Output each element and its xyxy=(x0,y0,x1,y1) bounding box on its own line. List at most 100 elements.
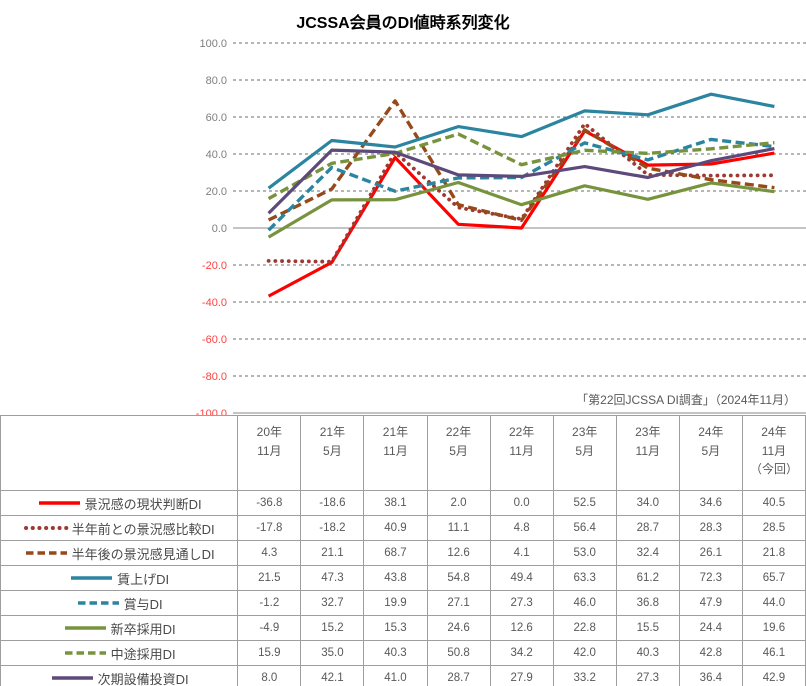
value-cell: 46.1 xyxy=(741,640,806,666)
value-cell: 22.8 xyxy=(552,615,617,641)
legend-swatch-dashed-icon xyxy=(25,551,67,555)
legend-cell: 賞与DI xyxy=(0,590,239,616)
value-cell: 15.9 xyxy=(237,640,302,666)
value-cell: 33.2 xyxy=(552,665,617,686)
value-cell: 4.3 xyxy=(237,540,302,566)
column-header: 24年 11月 （今回） xyxy=(741,415,806,491)
value-cell: 40.9 xyxy=(363,515,428,541)
series-line-7 xyxy=(267,132,775,201)
legend-label: 賞与DI xyxy=(123,596,163,612)
legend-swatch-dotted-icon xyxy=(23,526,69,530)
value-cell: 42.9 xyxy=(741,665,806,686)
value-cell: 4.8 xyxy=(489,515,554,541)
column-header: 21年 5月 xyxy=(300,415,365,491)
legend-swatch-solid-icon xyxy=(51,676,93,680)
value-cell: 65.7 xyxy=(741,565,806,591)
value-cell: 42.8 xyxy=(678,640,743,666)
value-cell: 72.3 xyxy=(678,565,743,591)
value-cell: -18.6 xyxy=(300,490,365,516)
value-cell: 40.3 xyxy=(615,640,680,666)
line-chart: 100.0 80.0 60.0 40.0 20.0 0.0 -20.0 -40.0 -60.0 -… xyxy=(196,38,806,416)
data-table: 20年 11月 21年 5月 21年 11月 22年 5月 22年 11月 23年 5月 2… xyxy=(0,415,806,686)
value-cell: 34.0 xyxy=(615,490,680,516)
value-cell: 12.6 xyxy=(489,615,554,641)
series-line-3 xyxy=(267,99,775,223)
y-tick-label: -60.0 xyxy=(202,334,227,346)
series-line-2 xyxy=(266,121,777,264)
value-cell: 43.8 xyxy=(363,565,428,591)
value-cell: 15.3 xyxy=(363,615,428,641)
value-cell: -4.9 xyxy=(237,615,302,641)
value-cell: -18.2 xyxy=(300,515,365,541)
value-cell: 47.9 xyxy=(678,590,743,616)
value-cell: 63.3 xyxy=(552,565,617,591)
value-cell: 28.5 xyxy=(741,515,806,541)
series-line-6 xyxy=(267,180,775,239)
legend-cell: 景況感の現状判断DI xyxy=(0,490,239,516)
value-cell: -17.8 xyxy=(237,515,302,541)
legend-cell: 半年前との景況感比較DI xyxy=(0,515,239,541)
value-cell: 32.7 xyxy=(300,590,365,616)
legend-swatch-solid-icon xyxy=(38,501,80,505)
value-cell: 53.0 xyxy=(552,540,617,566)
value-cell: 4.1 xyxy=(489,540,554,566)
y-tick-label: 60.0 xyxy=(206,112,227,124)
value-cell: 54.8 xyxy=(426,565,491,591)
value-cell: -36.8 xyxy=(237,490,302,516)
value-cell: 61.2 xyxy=(615,565,680,591)
value-cell: 38.1 xyxy=(363,490,428,516)
table-row: 半年後の景況感見通しDI 4.3 21.1 68.7 12.6 4.1 53.0 32.4 26… xyxy=(0,540,806,566)
value-cell: 56.4 xyxy=(552,515,617,541)
value-cell: 15.2 xyxy=(300,615,365,641)
chart-title: JCSSA会員のDI値時系列変化 xyxy=(296,15,510,32)
legend-swatch-dashed-icon xyxy=(77,601,119,605)
legend-label: 賃上げDI xyxy=(117,571,170,587)
legend-cell: 中途採用DI xyxy=(0,640,239,666)
value-cell: 52.5 xyxy=(552,490,617,516)
column-header: 24年 5月 xyxy=(678,415,743,491)
value-cell: 12.6 xyxy=(426,540,491,566)
value-cell: 27.9 xyxy=(489,665,554,686)
column-header: 23年 11月 xyxy=(615,415,680,491)
table-row: 賃上げDI 21.5 47.3 43.8 54.8 49.4 63.3 61.2 72.3 65.… xyxy=(0,565,806,591)
y-tick-label: -80.0 xyxy=(202,371,227,383)
value-cell: 46.0 xyxy=(552,590,617,616)
legend-cell: 新卒採用DI xyxy=(0,615,239,641)
value-cell: 32.4 xyxy=(615,540,680,566)
table-row: 半年前との景況感比較DI -17.8 -18.2 40.9 11.1 4.8 56.4 28.… xyxy=(0,515,806,541)
legend-label: 半年後の景況感見通しDI xyxy=(71,546,215,562)
series-line-8 xyxy=(267,147,775,215)
y-tick-label: 40.0 xyxy=(206,149,227,161)
value-cell: 36.8 xyxy=(615,590,680,616)
value-cell: 11.1 xyxy=(426,515,491,541)
value-cell: 40.3 xyxy=(363,640,428,666)
value-cell: 0.0 xyxy=(489,490,554,516)
value-cell: 35.0 xyxy=(300,640,365,666)
series-line-1 xyxy=(267,129,775,298)
value-cell: 40.5 xyxy=(741,490,806,516)
value-cell: 21.5 xyxy=(237,565,302,591)
value-cell: 8.0 xyxy=(237,665,302,686)
value-cell: 36.4 xyxy=(678,665,743,686)
legend-swatch-solid-icon xyxy=(71,576,113,580)
value-cell: 28.3 xyxy=(678,515,743,541)
value-cell: 68.7 xyxy=(363,540,428,566)
y-tick-label: 0.0 xyxy=(212,223,227,235)
value-cell: 26.1 xyxy=(678,540,743,566)
column-header: 21年 11月 xyxy=(363,415,428,491)
value-cell: 47.3 xyxy=(300,565,365,591)
legend-swatch-solid-icon xyxy=(64,626,106,630)
table-row: 賞与DI -1.2 32.7 19.9 27.1 27.3 46.0 36.8 47.9 44.0 xyxy=(0,590,806,616)
y-tick-label: -100.0 xyxy=(196,408,227,416)
value-cell: 27.3 xyxy=(615,665,680,686)
value-cell: 19.9 xyxy=(363,590,428,616)
table-row: 景況感の現状判断DI -36.8 -18.6 38.1 2.0 0.0 52.5 34.0 34… xyxy=(0,490,806,516)
value-cell: 41.0 xyxy=(363,665,428,686)
value-cell: 34.2 xyxy=(489,640,554,666)
value-cell: 28.7 xyxy=(615,515,680,541)
table-corner-cell xyxy=(0,415,239,491)
legend-label: 次期設備投資DI xyxy=(97,671,189,686)
series-line-4 xyxy=(267,92,775,190)
y-tick-label: 100.0 xyxy=(199,38,227,50)
